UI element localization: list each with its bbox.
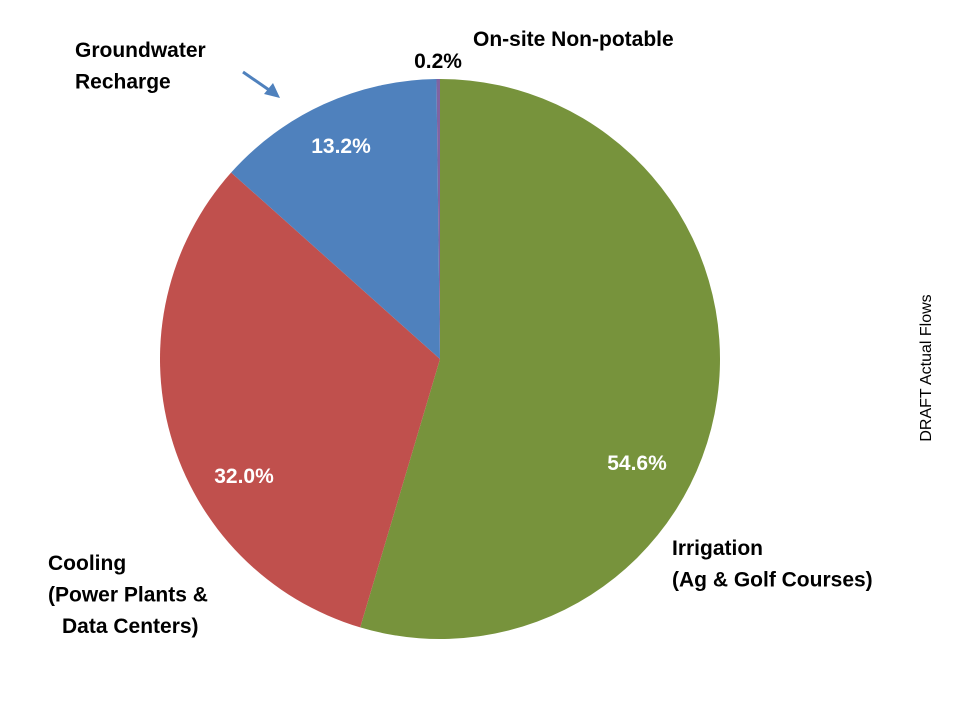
data-label: 54.6%	[607, 452, 667, 475]
leader-arrow	[242, 70, 273, 94]
data-label: 32.0%	[214, 465, 274, 488]
category-label: Groundwater Recharge	[75, 39, 206, 94]
category-label: On-site Non-potable	[473, 28, 674, 51]
arrow-head-icon	[264, 83, 280, 98]
pie-slice-on-site-non-potable	[436, 79, 440, 359]
category-label: Cooling (Power Plants & Data Centers)	[48, 552, 208, 638]
data-label: 13.2%	[311, 135, 371, 158]
data-label: 0.2%	[414, 50, 462, 73]
side-note: DRAFT Actual Flows	[918, 294, 935, 441]
category-label: Irrigation (Ag & Golf Courses)	[672, 537, 873, 592]
pie-slice-irrigation	[360, 79, 720, 640]
pie-slice-cooling	[159, 172, 440, 628]
pie-slice-groundwater-recharge	[231, 79, 440, 360]
